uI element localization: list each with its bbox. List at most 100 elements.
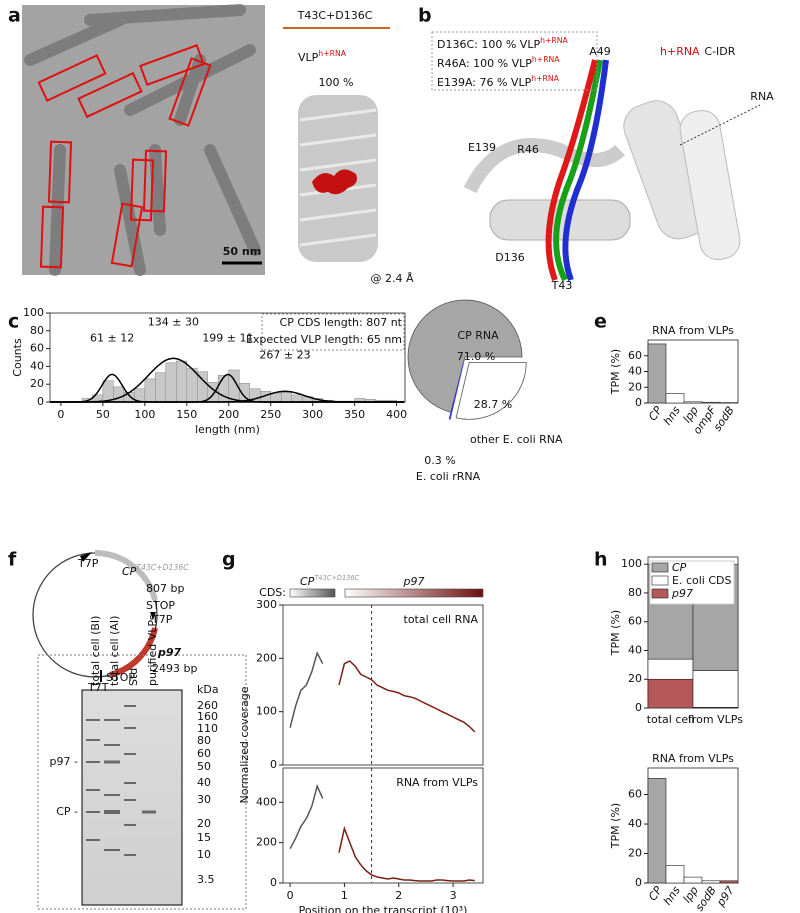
length: 807 bp <box>146 582 184 595</box>
x-tick-label: hns <box>661 404 683 428</box>
band-label: CP - <box>56 805 78 818</box>
rna-label: RNA <box>750 90 774 103</box>
hist-bar <box>280 391 292 403</box>
cidr-label: h+RNA C-IDR <box>660 45 736 58</box>
bar-segment <box>692 670 739 708</box>
x-axis-label: length (nm) <box>195 423 260 436</box>
cds-label: p97 <box>403 575 425 588</box>
plasmid-map <box>32 550 158 682</box>
legend-swatch <box>651 588 669 599</box>
annotation: CP CDS length: 807 nt <box>280 316 403 329</box>
pie-label: other E. coli RNA <box>470 433 563 446</box>
scale-bar-label: 50 nm <box>223 245 261 258</box>
coverage-line <box>289 650 324 728</box>
marker: 260 <box>197 699 218 712</box>
pie-value-label: 28.7 % <box>474 398 512 411</box>
x-axis-label: Position on the transcript (10³) <box>299 904 468 913</box>
x-tick-label: 350 <box>344 408 365 421</box>
pie-slice <box>455 361 527 420</box>
unit: kDa <box>197 683 219 696</box>
cidr-prefix: h+RNA <box>660 45 700 58</box>
mutant-main: E139A: 76 % VLP <box>437 76 532 89</box>
legend-label: p97 <box>671 587 693 600</box>
band-label: p97 - <box>50 755 78 768</box>
hist-bar <box>291 394 303 403</box>
panel-letter: b <box>418 5 432 27</box>
gel-box <box>37 654 247 910</box>
y-tick-label: 20 <box>30 377 44 390</box>
cds-label-main: CP <box>300 575 315 588</box>
y-tick-label: 100 <box>23 306 44 319</box>
legend-swatch <box>651 562 669 573</box>
legend-label: CP <box>672 561 687 574</box>
x-tick-label: 250 <box>260 408 281 421</box>
marker: 20 <box>197 817 211 830</box>
annotation: Expected VLP length: 65 nm <box>246 333 402 346</box>
panel-letter: c <box>8 311 19 333</box>
hist-bar <box>270 392 282 403</box>
panel-text: RNA from VLPs <box>396 776 478 789</box>
y-tick-label: 60 <box>628 349 642 362</box>
fit-label: 61 ± 12 <box>90 331 134 344</box>
x-tick-label: from VLPs <box>688 713 743 726</box>
legend-label: E. coli CDS <box>672 574 731 587</box>
structure <box>431 31 761 282</box>
vlp-label-sup: h+RNA <box>318 49 346 58</box>
x-tick-label: 400 <box>386 408 407 421</box>
plot-frame <box>282 604 484 766</box>
hist-bar <box>123 391 135 403</box>
y-tick-label: 80 <box>30 324 44 337</box>
y-tick-label: 60 <box>30 342 44 355</box>
residue: D136 <box>495 251 524 264</box>
pie-value-label: 71.0 % <box>457 350 495 363</box>
promoter: T7P <box>151 613 173 626</box>
y-tick-label: 60 <box>628 615 642 628</box>
x-tick-label: 1 <box>341 889 348 902</box>
y-tick-label: 400 <box>256 795 277 808</box>
y-tick-label: 100 <box>621 557 642 570</box>
coverage-line <box>338 660 476 733</box>
pie-slice <box>407 299 523 413</box>
residue: R46 <box>517 143 539 156</box>
marker: 40 <box>197 776 211 789</box>
vlp-map <box>298 95 378 262</box>
cds-cp <box>289 588 336 598</box>
bar-segment <box>647 678 694 709</box>
coverage-line <box>338 825 475 882</box>
fit-label: 267 ± 23 <box>259 348 310 361</box>
y-tick-label: 0 <box>37 395 44 408</box>
panel-letter: h <box>594 549 608 571</box>
y-tick-label: 40 <box>30 359 44 372</box>
cp-gene-main: CP <box>122 565 137 578</box>
marker: 160 <box>197 710 218 723</box>
cp-gene-sup: T43C+D136C <box>136 563 189 572</box>
pie-slice <box>448 363 464 420</box>
mutant: D136C: 100 % VLPh+RNA <box>437 36 568 52</box>
y-tick-label: 0 <box>635 701 642 714</box>
hist-bar <box>165 362 177 403</box>
marker: 10 <box>197 848 211 861</box>
bar <box>647 343 667 404</box>
residue: E139 <box>468 141 496 154</box>
x-tick-label: 2 <box>395 889 402 902</box>
vlp-label: VLPh+RNA <box>298 49 347 65</box>
panel-letter: e <box>594 311 607 333</box>
resolution: @ 2.4 Å <box>370 272 413 285</box>
lane-label: Std <box>127 668 140 686</box>
stop: STOP <box>146 599 175 612</box>
y-tick-label: 300 <box>256 598 277 611</box>
plot-frame <box>282 767 484 884</box>
x-tick-label: 0 <box>287 889 294 902</box>
micrograph <box>22 4 265 276</box>
x-tick-label: 150 <box>176 408 197 421</box>
cp-gene: CPT43C+D136C <box>122 563 189 579</box>
cds-label-sup: T43C+D136C <box>314 574 359 582</box>
cidr-text: C-IDR <box>704 45 735 58</box>
x-tick-label: 50 <box>96 408 110 421</box>
y-tick-label: 80 <box>628 586 642 599</box>
y-axis-label: TPM (%) <box>609 803 622 849</box>
mutant-sup: h+RNA <box>531 74 559 83</box>
y-tick-label: 20 <box>628 380 642 393</box>
marker: 50 <box>197 760 211 773</box>
x-tick-label: sodB <box>711 404 737 434</box>
